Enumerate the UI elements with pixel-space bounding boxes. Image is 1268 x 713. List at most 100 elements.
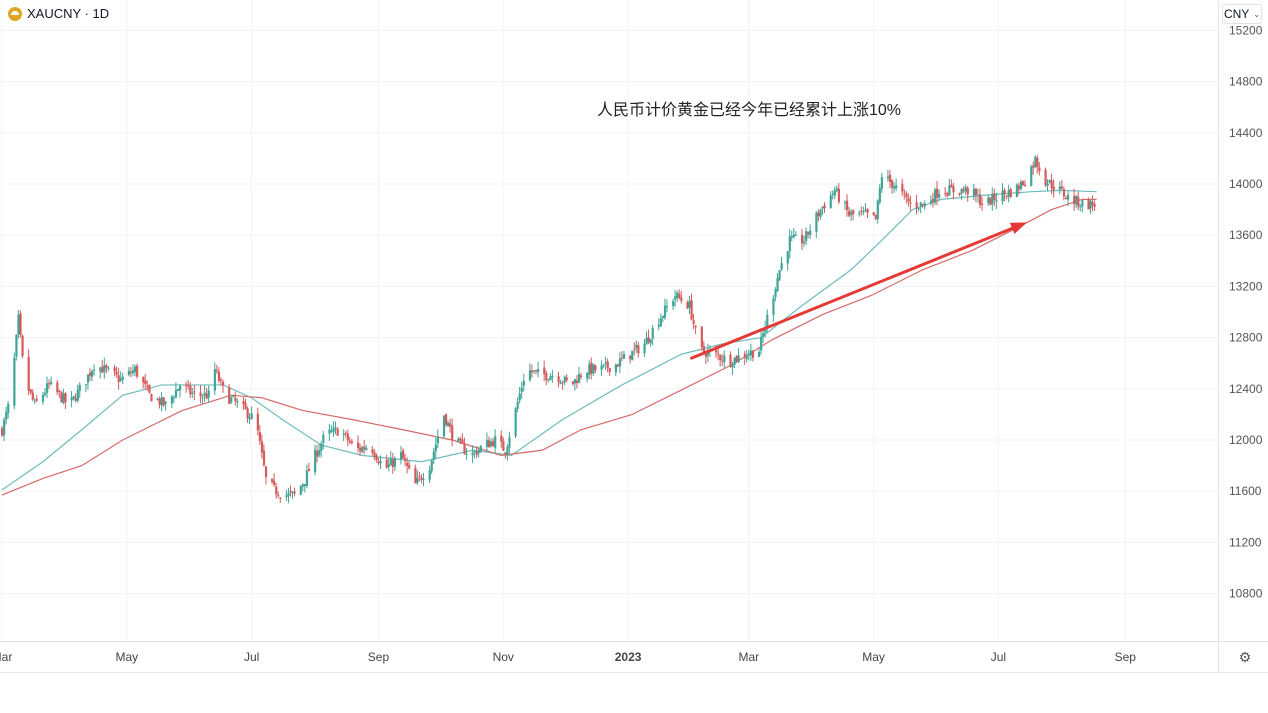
candle-body	[933, 189, 937, 203]
candle-body	[776, 278, 779, 292]
candle-body	[430, 460, 433, 472]
candle-body	[207, 390, 210, 398]
time-axis[interactable]: Mar May Jul Sep Nov 2023 Mar May Jul Sep	[0, 650, 1136, 664]
candle-body	[586, 373, 589, 379]
candle-body	[948, 185, 951, 196]
candle-body	[17, 314, 20, 335]
candle-body	[622, 353, 626, 359]
candle-body	[465, 453, 468, 455]
candle-body	[387, 464, 390, 467]
candle-body	[800, 234, 804, 244]
candle-body	[764, 327, 767, 333]
candle-body	[823, 205, 826, 209]
candle-body	[577, 374, 581, 383]
candle-body	[1066, 194, 1070, 200]
candle-body	[1052, 186, 1055, 191]
candle-body	[342, 433, 345, 435]
candle-body	[136, 365, 139, 377]
candle-body	[573, 379, 577, 384]
candle-body	[1064, 197, 1068, 199]
candle-body	[616, 364, 620, 367]
candle-body	[848, 210, 851, 216]
time-tick-label: Nov	[493, 650, 514, 664]
candle-body	[399, 452, 403, 460]
candle-body	[289, 490, 292, 492]
currency-button[interactable]: CNY ⌄	[1222, 4, 1262, 24]
candle-body	[690, 300, 693, 320]
candle-body	[717, 353, 720, 355]
candle-body	[686, 302, 689, 309]
candle-body	[234, 397, 237, 402]
candle-body	[19, 313, 22, 335]
candle-body	[629, 355, 632, 360]
candle-body	[7, 404, 10, 414]
candle-body	[772, 298, 775, 315]
candle-body	[199, 392, 202, 396]
price-tick-label: 13600	[1229, 228, 1263, 242]
candle-body	[117, 375, 120, 383]
candle-body	[774, 289, 777, 298]
candle-body	[279, 497, 282, 499]
candle-body	[150, 394, 153, 402]
candle-body	[189, 385, 192, 395]
time-tick-label: Jul	[991, 650, 1006, 664]
candle-body	[747, 354, 750, 356]
price-tick-label: 15200	[1229, 23, 1263, 37]
candle-body	[33, 400, 36, 402]
time-tick-label: Mar	[738, 650, 759, 664]
candle-body	[5, 412, 8, 420]
candle-body	[121, 376, 124, 380]
candle-body	[575, 380, 579, 384]
candle-body	[1081, 200, 1084, 207]
candle-body	[508, 437, 511, 448]
symbol-label[interactable]: XAUCNY · 1D	[8, 6, 116, 21]
candle-body	[594, 365, 597, 371]
candle-body	[31, 392, 34, 400]
candle-body	[643, 343, 646, 354]
candle-body	[901, 184, 904, 192]
candle-body	[422, 479, 425, 481]
candle-body	[56, 382, 59, 393]
candle-body	[543, 367, 546, 375]
candle-body	[357, 442, 360, 449]
candle-body	[837, 188, 841, 202]
candle-body	[880, 177, 883, 189]
price-tick-label: 14000	[1229, 177, 1263, 191]
candle-body	[248, 417, 251, 420]
candle-body	[328, 429, 331, 434]
time-tick-label: Jul	[244, 650, 259, 664]
candle-body	[860, 210, 863, 212]
candle-body	[862, 211, 865, 213]
candle-body	[872, 212, 875, 215]
candle-body	[537, 369, 540, 373]
candle-body	[393, 458, 397, 467]
candle-body	[917, 208, 920, 210]
candle-body	[895, 185, 898, 189]
price-axis[interactable]: 15200 14800 14400 14000 13600 13200 12800 12400…	[1229, 23, 1263, 600]
candle-body	[70, 397, 73, 401]
candle-body	[706, 350, 710, 356]
candle-body	[1077, 196, 1080, 207]
candle-body	[103, 365, 106, 372]
candle-body	[1007, 190, 1010, 197]
gear-icon[interactable]: ⚙	[1238, 649, 1252, 665]
candle-body	[86, 374, 90, 383]
candle-body	[72, 396, 75, 399]
candle-body	[359, 447, 362, 451]
moving-averages	[1, 189, 1097, 496]
candle-body	[330, 430, 333, 432]
candle-body	[275, 486, 278, 495]
candle-body	[475, 451, 478, 455]
candle-body	[966, 188, 969, 195]
candle-body	[557, 376, 560, 383]
candle-body	[518, 393, 521, 401]
candle-body	[301, 484, 304, 487]
candle-body	[428, 470, 431, 480]
candle-body	[1091, 202, 1094, 206]
candle-body	[731, 365, 734, 368]
candle-body	[213, 369, 216, 391]
candle-body	[978, 194, 982, 206]
candle-body	[571, 381, 575, 385]
candle-body	[1, 428, 4, 436]
